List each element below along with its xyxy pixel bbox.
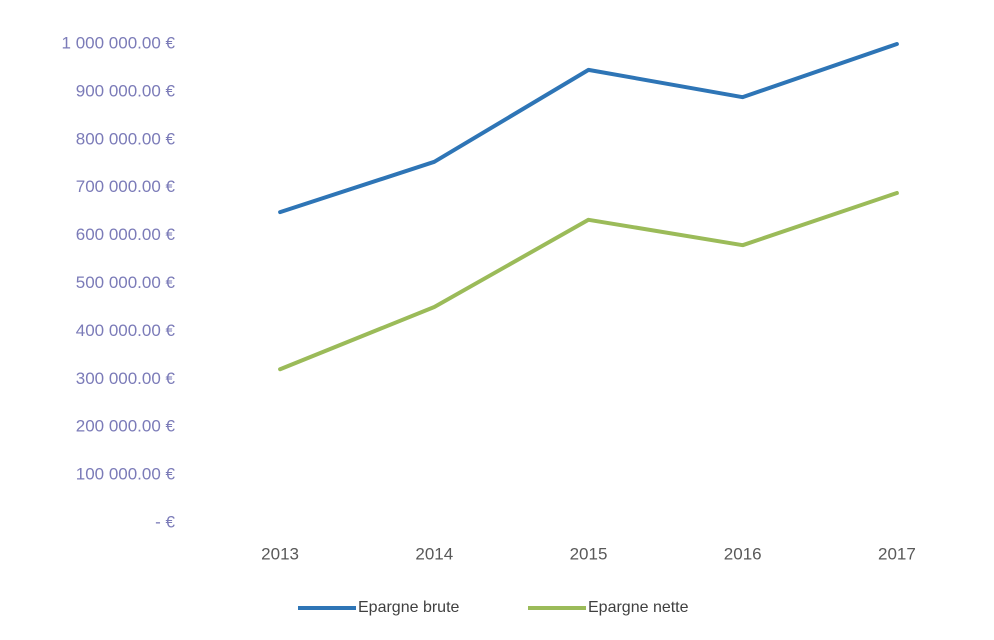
x-tick-label: 2013: [261, 544, 299, 563]
y-tick-label: 700 000.00 €: [76, 177, 176, 196]
y-tick-label: 400 000.00 €: [76, 321, 176, 340]
x-tick-label: 2017: [878, 544, 916, 563]
y-tick-label: 200 000.00 €: [76, 417, 176, 436]
series-line: [278, 42, 899, 215]
y-tick-label: 600 000.00 €: [76, 225, 176, 244]
y-tick-label: 300 000.00 €: [76, 369, 176, 388]
y-tick-label: 500 000.00 €: [76, 273, 176, 292]
series-line: [278, 190, 899, 372]
y-tick-label: 1 000 000.00 €: [62, 33, 176, 52]
x-tick-label: 2014: [415, 544, 453, 563]
y-tick-label: - €: [155, 512, 175, 531]
x-tick-label: 2016: [724, 544, 762, 563]
legend-label: Epargne brute: [358, 599, 460, 616]
y-tick-label: 100 000.00 €: [76, 465, 176, 484]
legend-label: Epargne nette: [588, 599, 689, 616]
y-tick-label: 800 000.00 €: [76, 129, 176, 148]
x-tick-label: 2015: [570, 544, 608, 563]
y-tick-label: 900 000.00 €: [76, 81, 176, 100]
